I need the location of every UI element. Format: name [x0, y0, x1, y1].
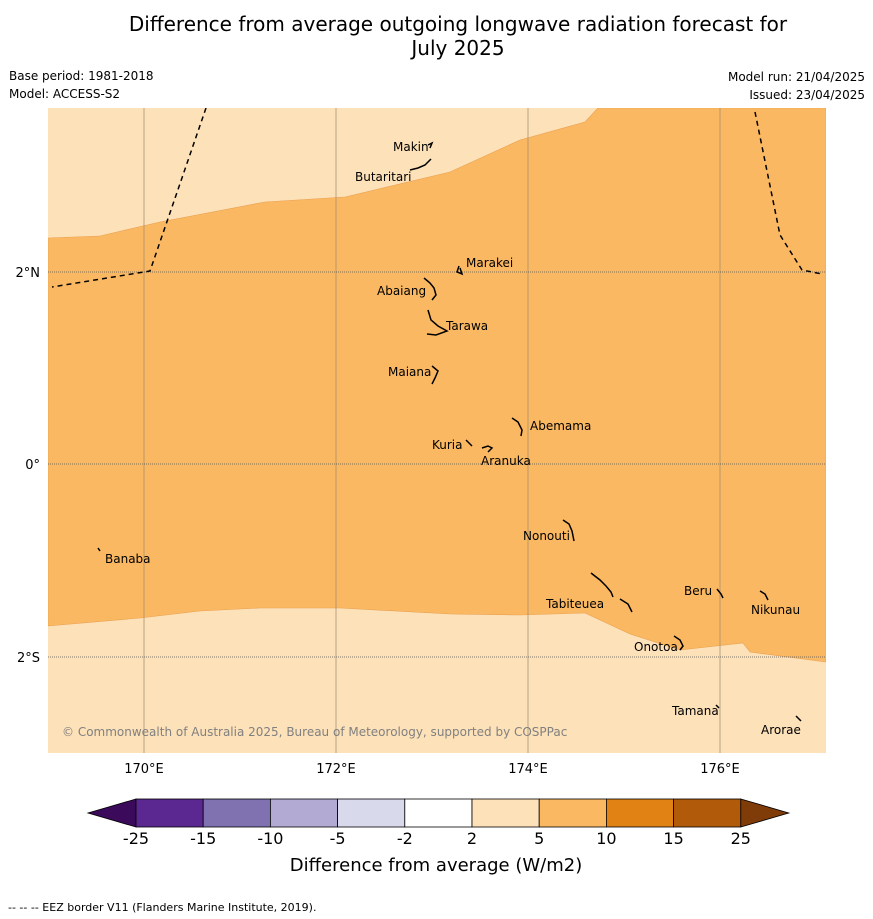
label-maiana: Maiana — [388, 365, 431, 379]
label-onotoa: Onotoa — [634, 640, 678, 654]
colorbar-max-extension — [740, 798, 791, 828]
lat-label-2n: 2°N — [16, 266, 41, 281]
label-kuria: Kuria — [432, 438, 463, 452]
colorbar-cell — [337, 798, 406, 828]
base-period: Base period: 1981-2018 — [9, 69, 154, 83]
label-tabiteuea: Tabiteuea — [545, 597, 604, 611]
map-area: Makin Butaritari Marakei Abaiang Tarawa … — [48, 108, 826, 753]
lon-label-170e: 170°E — [124, 762, 164, 777]
abemama-island — [511, 417, 523, 437]
model-run: Model run: 21/04/2025 — [727, 70, 865, 84]
label-abaiang: Abaiang — [377, 284, 426, 298]
colorbar-cell — [538, 798, 607, 828]
copyright-notice: © Commonwealth of Australia 2025, Bureau… — [62, 725, 567, 739]
map-title: Difference from average outgoing longwav… — [60, 12, 856, 60]
colorbar-tick-label: -2 — [397, 829, 413, 848]
colorbar-cell — [135, 798, 204, 828]
colorbar-tick-label: 5 — [534, 829, 544, 848]
abaiang-island — [423, 277, 437, 301]
label-makin: Makin — [393, 140, 429, 154]
label-banaba: Banaba — [105, 552, 151, 566]
colorbar-tick-label: -10 — [257, 829, 283, 848]
colorbar: -25 -15 -10 -5 -2 2 5 10 15 25 Difference from av… — [86, 798, 791, 876]
label-tarawa: Tarawa — [445, 319, 488, 333]
colorbar-title: Difference from average (W/m2) — [290, 855, 582, 876]
colorbar-cell — [673, 798, 742, 828]
tamana-island — [715, 704, 720, 709]
colorbar-cell — [202, 798, 271, 828]
colorbar-tick-labels: -25 -15 -10 -5 -2 2 5 10 15 25 — [123, 829, 751, 848]
kuria-island — [465, 439, 473, 447]
label-nonouti: Nonouti — [523, 529, 570, 543]
colorbar-cell — [404, 798, 473, 828]
colorbar-min-extension — [86, 798, 137, 828]
model-name: Model: ACCESS-S2 — [9, 87, 121, 101]
maiana-island — [431, 365, 439, 385]
colorbar-tick-label: -25 — [123, 829, 149, 848]
colorbar-cells — [86, 798, 791, 828]
nonouti-island — [562, 519, 575, 542]
nikunau-island — [759, 590, 769, 601]
colorbar-cell — [471, 798, 540, 828]
tabiteuea-island — [590, 572, 633, 613]
lat-label-2s: 2°S — [17, 651, 40, 666]
lon-label-174e: 174°E — [508, 762, 548, 777]
colorbar-tick-label: 25 — [731, 829, 751, 848]
colorbar-cell — [269, 798, 338, 828]
lat-label-0: 0° — [25, 458, 40, 473]
label-abemama: Abemama — [530, 419, 591, 433]
grid-lines — [48, 108, 826, 753]
colorbar-tick-label: -15 — [190, 829, 216, 848]
label-beru: Beru — [684, 584, 712, 598]
label-butaritari: Butaritari — [355, 170, 412, 184]
title-line-1: Difference from average outgoing longwav… — [128, 12, 788, 36]
colorbar-tick-label: -5 — [330, 829, 346, 848]
banaba-island — [97, 547, 101, 552]
arorae-island — [795, 715, 802, 722]
aranuka-island — [481, 445, 494, 453]
makin-island — [427, 141, 434, 149]
marakei-island — [456, 265, 464, 276]
label-aranuka: Aranuka — [481, 454, 531, 468]
lon-label-172e: 172°E — [316, 762, 356, 777]
label-nikunau: Nikunau — [751, 603, 800, 617]
forecast-map: Makin Butaritari Marakei Abaiang Tarawa … — [16, 108, 826, 876]
tarawa-island — [426, 309, 449, 336]
beru-island — [716, 588, 724, 599]
colorbar-tick-label: 15 — [663, 829, 683, 848]
islands — [97, 141, 802, 722]
label-arorae: Arorae — [761, 723, 801, 737]
butaritari-island — [409, 158, 432, 171]
axis-labels: 170°E 172°E 174°E 176°E 2°N 0° 2°S — [16, 266, 740, 777]
moderate-anomaly-region — [48, 108, 826, 663]
issued-date: Issued: 23/04/2025 — [749, 88, 865, 102]
label-marakei: Marakei — [466, 256, 513, 270]
lon-label-176e: 176°E — [700, 762, 740, 777]
eez-footnote: -- -- -- EEZ border V11 (Flanders Marine… — [8, 901, 317, 914]
onotoa-island — [673, 635, 684, 651]
label-tamana: Tamana — [671, 704, 719, 718]
colorbar-cell — [606, 798, 675, 828]
place-labels: Makin Butaritari Marakei Abaiang Tarawa … — [105, 140, 801, 737]
colorbar-tick-label: 10 — [596, 829, 616, 848]
eez-border — [51, 108, 823, 288]
colorbar-tick-label: 2 — [467, 829, 477, 848]
title-line-2: July 2025 — [411, 36, 505, 60]
